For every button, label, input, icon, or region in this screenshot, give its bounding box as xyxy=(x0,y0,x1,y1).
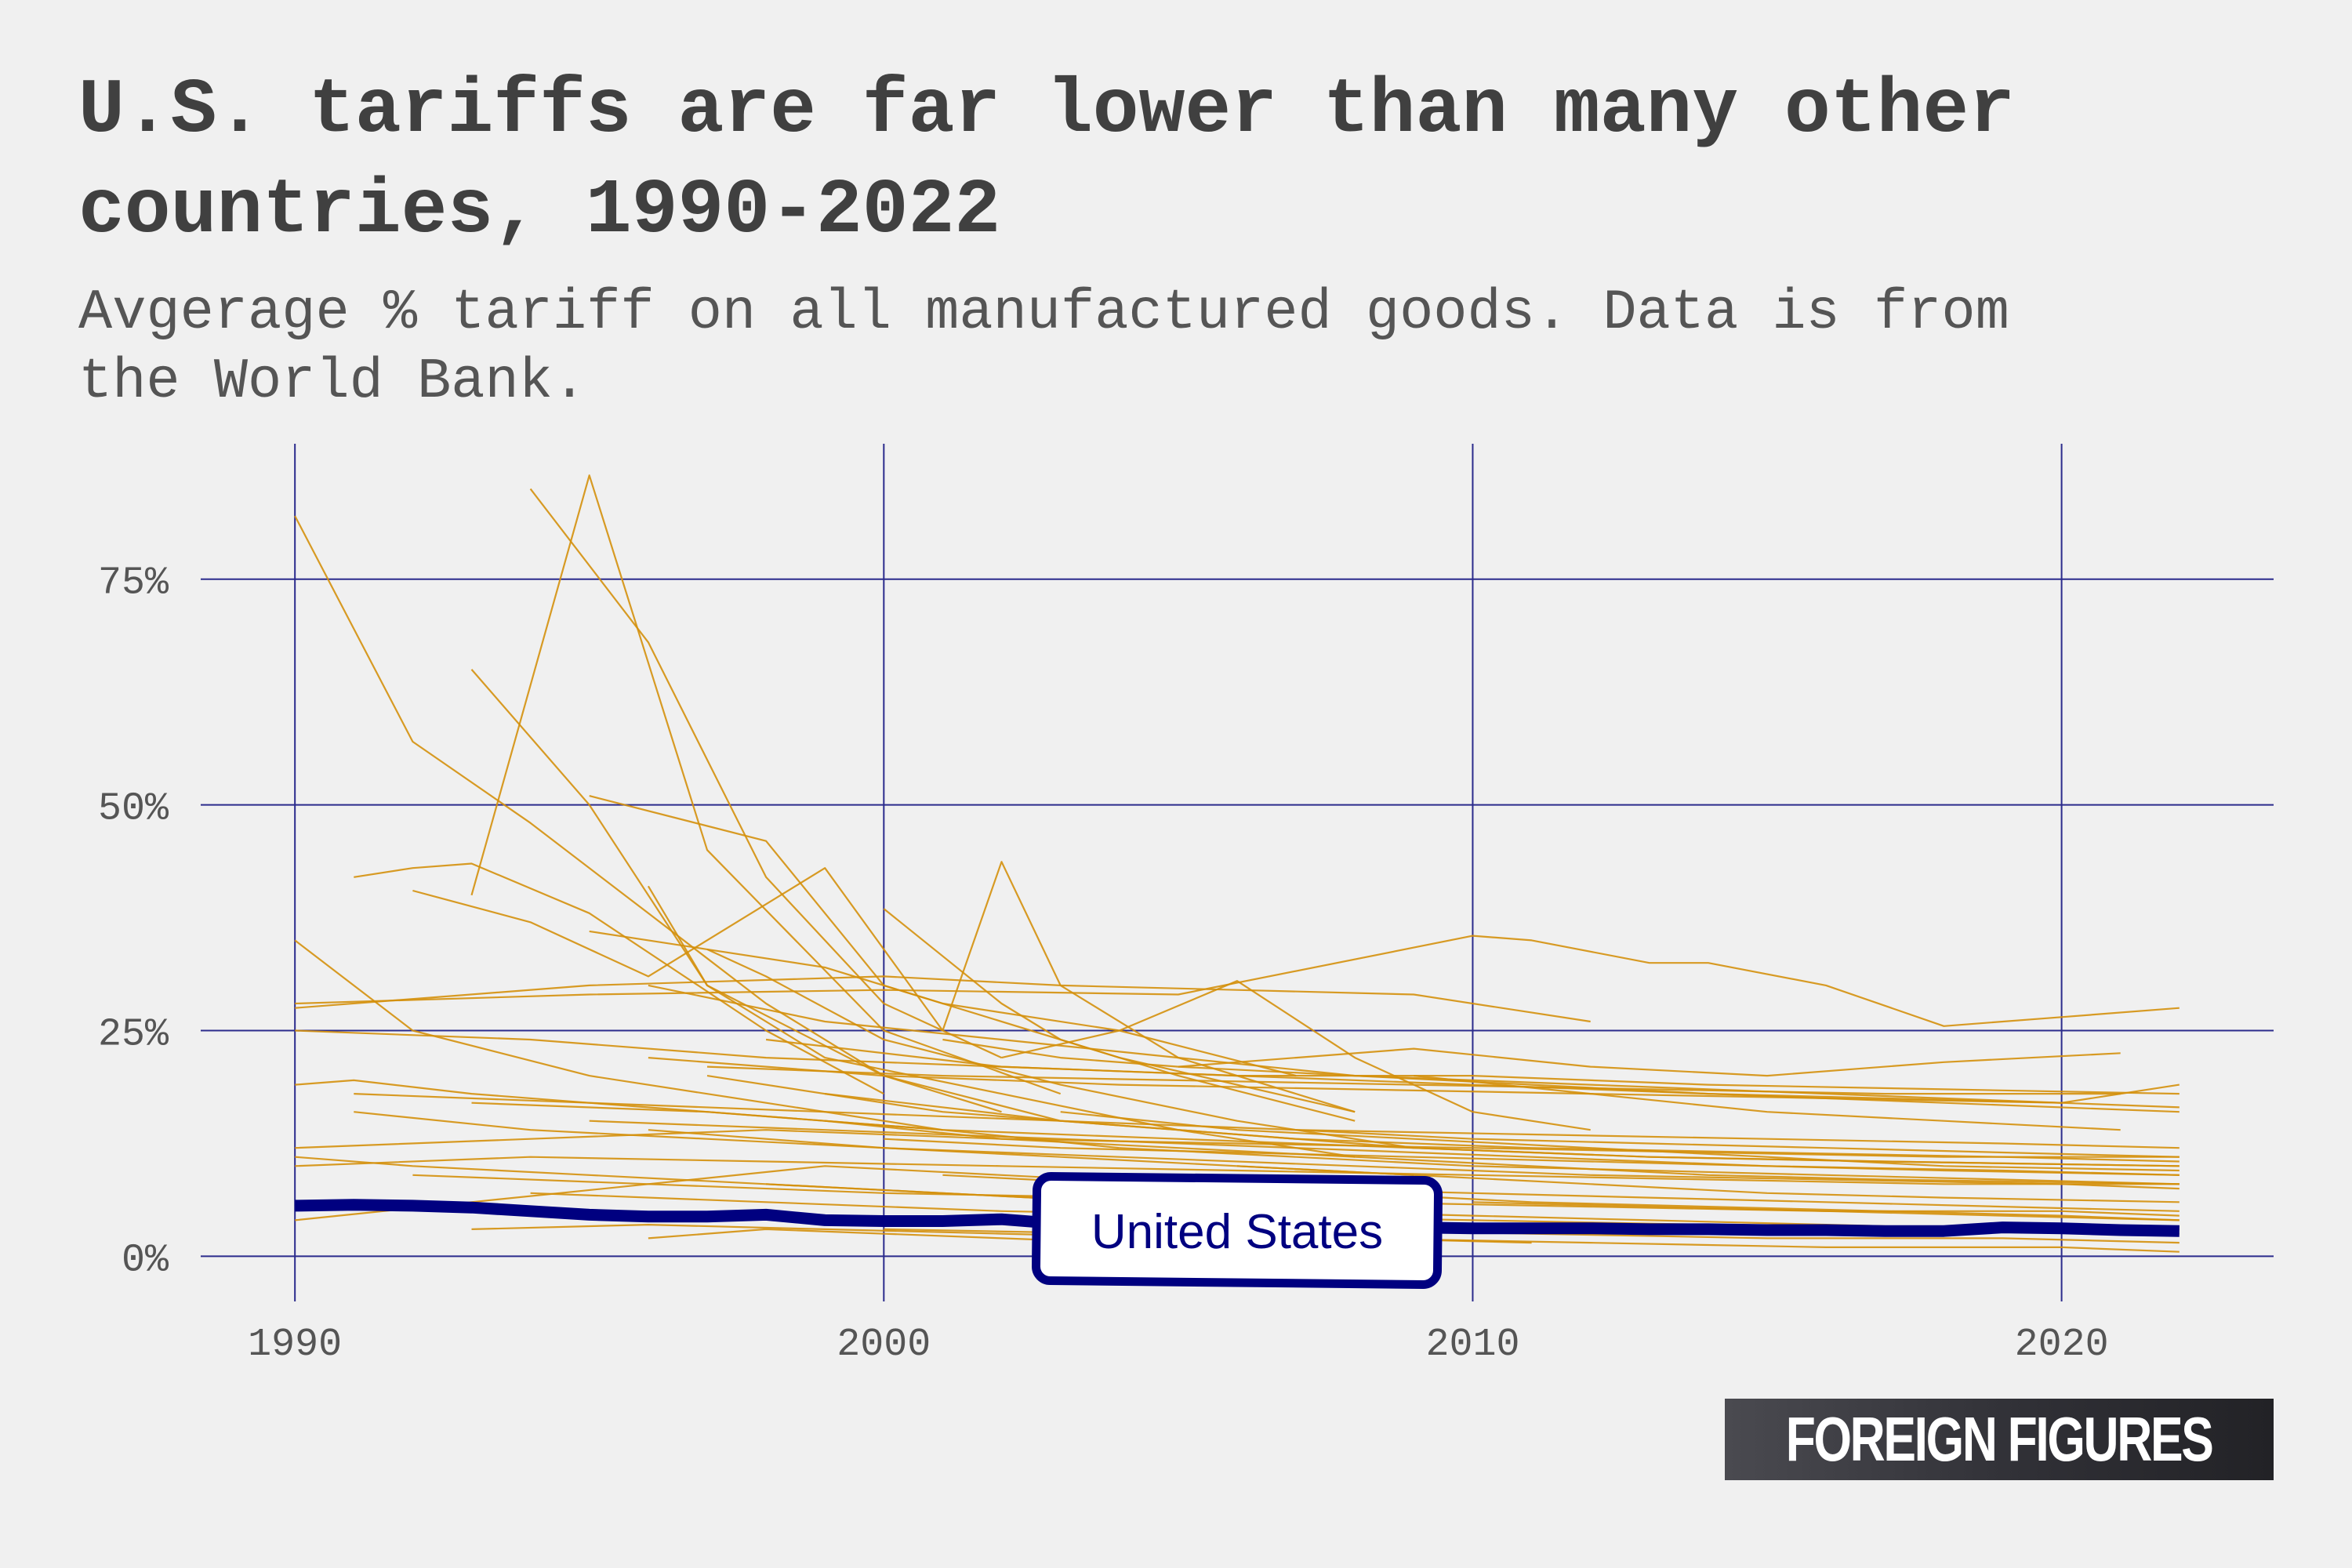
y-tick-label-75: 75% xyxy=(98,561,169,606)
country-line-34 xyxy=(1001,980,1591,1131)
country-line-42 xyxy=(1355,1192,2180,1221)
united-states-label: United States xyxy=(1032,1172,1443,1289)
country-line-10 xyxy=(589,930,1297,1077)
country-line-20 xyxy=(295,1129,2180,1158)
y-tick-label-25: 25% xyxy=(98,1013,169,1058)
axis-tick-labels: 1990 2000 2010 2020 0% 25% 50% 75% xyxy=(98,561,2109,1367)
country-line-22 xyxy=(589,1120,2180,1176)
country-line-2 xyxy=(529,488,1002,1059)
grid-lines xyxy=(201,444,2274,1301)
country-line-26 xyxy=(825,1093,2180,1163)
country-line-13 xyxy=(295,975,1591,1023)
country-line-39 xyxy=(1060,1111,2180,1172)
country-line-49 xyxy=(1414,1075,2121,1131)
country-line-35 xyxy=(1178,1047,2121,1077)
country-line-36 xyxy=(942,1038,2180,1104)
chart-subtitle: Avgerage % tariff on all manufactured go… xyxy=(78,281,2009,414)
other-countries-lines xyxy=(294,474,2180,1253)
country-line-14 xyxy=(648,984,2062,1104)
country-line-48 xyxy=(1296,1129,2180,1158)
country-line-11 xyxy=(294,939,1120,1149)
country-line-40 xyxy=(1119,1147,2180,1185)
country-line-32 xyxy=(647,885,1356,1158)
foreign-figures-logo: FOREIGN FIGURES xyxy=(1725,1399,2274,1480)
country-line-9 xyxy=(412,867,944,1032)
country-line-23 xyxy=(295,1156,2180,1185)
logo-text: FOREIGN FIGURES xyxy=(1786,1404,2214,1474)
country-line-45 xyxy=(884,1138,2180,1176)
chart-title: U.S. tariffs are far lower than many oth… xyxy=(78,67,2016,255)
y-tick-label-50: 50% xyxy=(98,787,169,832)
country-line-41 xyxy=(1236,1165,2180,1203)
country-line-6 xyxy=(883,908,1356,1122)
country-line-50 xyxy=(1472,1201,2180,1221)
y-tick-label-0: 0% xyxy=(122,1238,169,1283)
country-line-46 xyxy=(825,1120,2180,1185)
country-line-4 xyxy=(470,669,1061,1122)
x-tick-label-2020: 2020 xyxy=(2015,1323,2109,1367)
x-tick-label-2010: 2010 xyxy=(1425,1323,1519,1367)
country-line-33 xyxy=(706,948,1414,1149)
country-line-12 xyxy=(295,935,2180,1027)
united-states-label-text: United States xyxy=(1091,1205,1383,1259)
country-line-3 xyxy=(470,474,1062,1095)
x-tick-label-2000: 2000 xyxy=(837,1323,931,1367)
country-line-18 xyxy=(765,1038,2180,1113)
x-tick-label-1990: 1990 xyxy=(248,1323,342,1367)
united-states-label-box xyxy=(1032,1172,1443,1289)
